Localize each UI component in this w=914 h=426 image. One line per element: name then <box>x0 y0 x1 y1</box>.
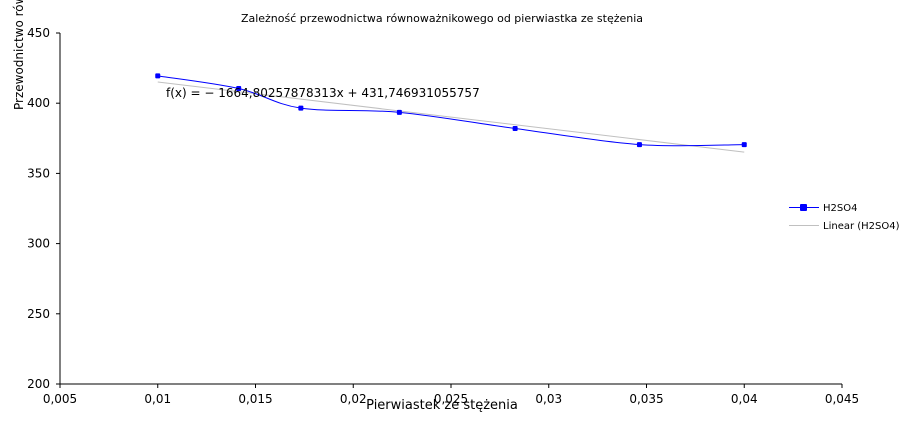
y-tick-label: 300 <box>27 237 50 251</box>
data-point <box>741 142 747 148</box>
y-tick-label: 350 <box>27 166 50 180</box>
data-point <box>298 105 304 111</box>
series-layer <box>155 73 747 148</box>
legend: H2SO4 Linear (H2SO4) <box>789 199 900 235</box>
y-tick-label: 400 <box>27 96 50 110</box>
x-tick-label: 0,005 <box>43 392 77 406</box>
y-tick-label: 450 <box>27 26 50 40</box>
legend-item-h2so4: H2SO4 <box>789 199 900 217</box>
y-axis-label: Przewodnictwo równoważnikowe <box>12 0 26 110</box>
data-point <box>155 73 161 79</box>
x-tick-label: 0,015 <box>238 392 272 406</box>
x-tick-label: 0,035 <box>629 392 663 406</box>
x-tick-label: 0,04 <box>731 392 758 406</box>
data-point <box>236 85 242 91</box>
data-point <box>636 142 642 148</box>
legend-label-h2so4: H2SO4 <box>823 202 858 214</box>
legend-swatch-linear <box>789 221 819 231</box>
x-tick-label: 0,02 <box>340 392 367 406</box>
legend-swatch-h2so4 <box>789 203 819 213</box>
x-tick-label: 0,025 <box>434 392 468 406</box>
data-point <box>512 125 518 131</box>
y-tick-label: 250 <box>27 307 50 321</box>
x-tick-label: 0,03 <box>535 392 562 406</box>
chart-title: Zależność przewodnictwa równoważnikowego… <box>240 12 644 25</box>
data-point <box>396 109 402 115</box>
x-tick-label: 0,045 <box>825 392 859 406</box>
x-tick-label: 0,01 <box>144 392 171 406</box>
y-axis-ticks: 200 250 300 350 400 450 <box>27 26 60 391</box>
legend-item-linear: Linear (H2SO4) <box>789 217 900 235</box>
x-axis-ticks: 0,005 0,01 0,015 0,02 0,025 0,03 0,035 0,04 0,04… <box>43 384 859 406</box>
legend-label-linear: Linear (H2SO4) <box>823 220 900 232</box>
y-tick-label: 200 <box>27 377 50 391</box>
x-axis-label: Pierwiastek ze stężenia <box>366 398 518 413</box>
trendline-equation: f(x) = − 1664,80257878313x + 431,7469310… <box>166 86 480 100</box>
